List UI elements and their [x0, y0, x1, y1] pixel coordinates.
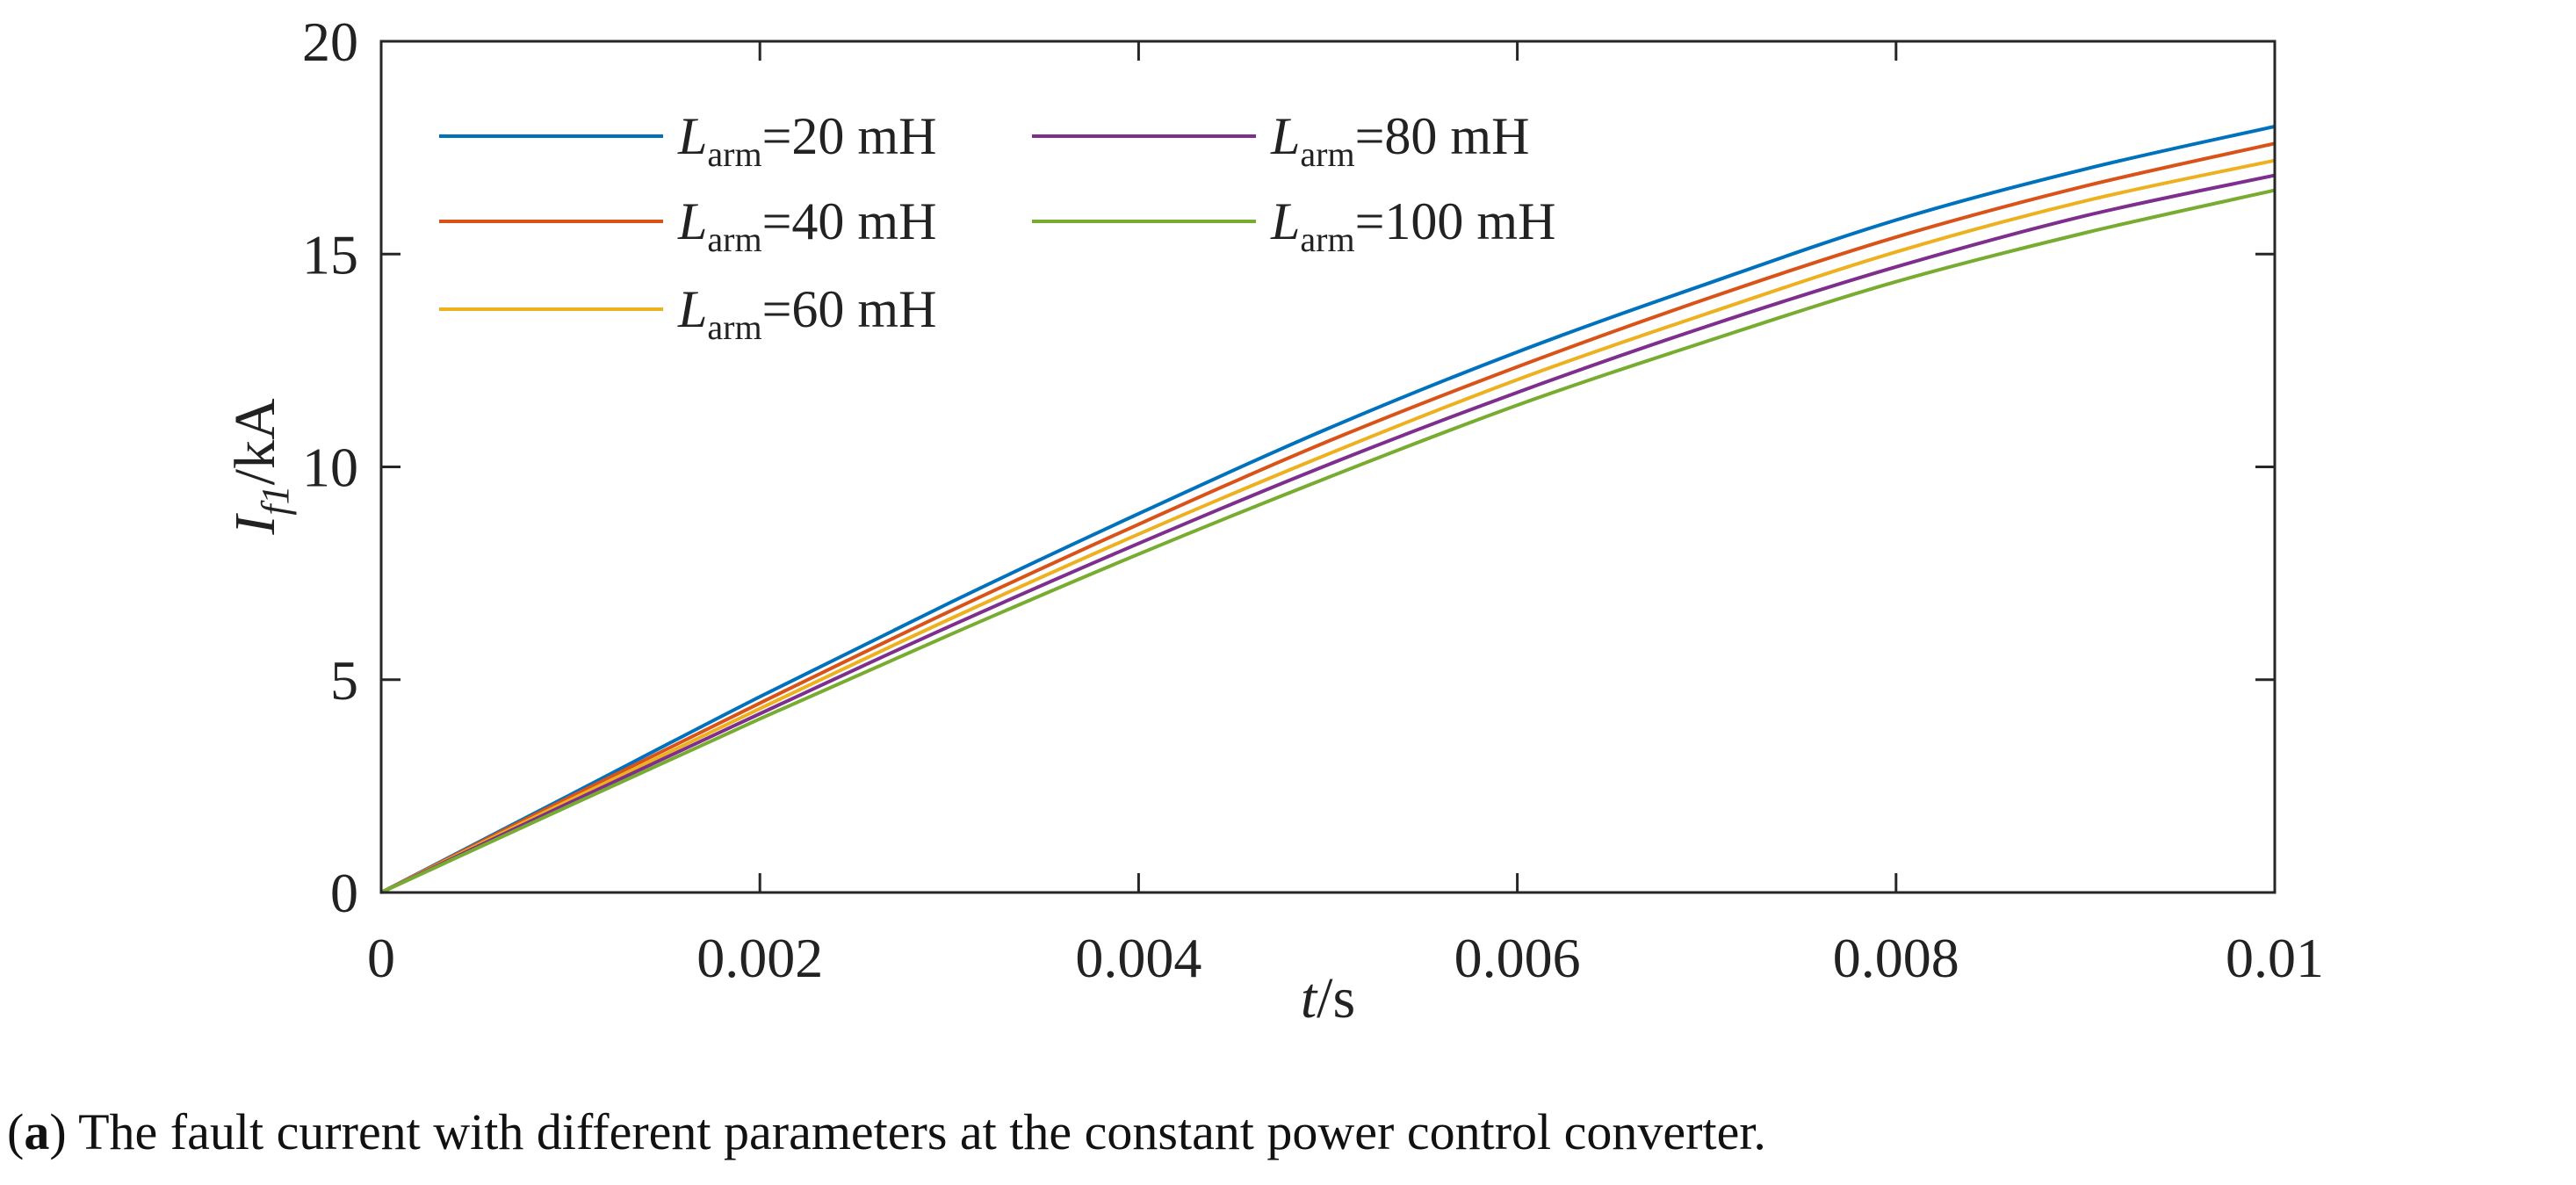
series-line-5: [380, 188, 2276, 894]
ticks-layer: 0 0.002 0.004 0.006 0.008 0.01 0 5 10 15 20: [302, 11, 2324, 989]
legend-label-2: Larm=40 mH: [677, 192, 936, 259]
legend-label-5: Larm=100 mH: [1270, 192, 1555, 259]
series-layer: [380, 124, 2276, 894]
y-tick-label: 10: [302, 437, 358, 499]
x-tick-label: 0.008: [1833, 927, 1959, 989]
chart: 0 0.002 0.004 0.006 0.008 0.01 0 5 10 15 20 t/s If…: [223, 11, 2324, 1030]
y-tick-label: 0: [330, 862, 358, 924]
legend-label-3: Larm=60 mH: [677, 280, 936, 347]
series-line-4: [380, 173, 2276, 894]
x-tick-label: 0.004: [1075, 927, 1201, 989]
series-line-2: [380, 141, 2276, 894]
x-axis-label: t/s: [1301, 966, 1355, 1030]
y-tick-label: 20: [302, 11, 358, 73]
y-tick-label: 5: [330, 649, 358, 712]
x-tick-label: 0.006: [1454, 927, 1581, 989]
legend: Larm=20 mH Larm=40 mH Larm=60 mH Larm=80 mH…: [439, 107, 1555, 347]
figure-caption: (a) The fault current with different par…: [7, 1103, 1766, 1160]
series-line-1: [380, 124, 2276, 894]
series-line-3: [380, 158, 2276, 894]
x-tick-label: 0.002: [696, 927, 823, 989]
legend-label-1: Larm=20 mH: [677, 107, 936, 174]
x-tick-label: 0: [367, 927, 395, 989]
x-tick-label: 0.01: [2226, 927, 2324, 989]
caption-text: The fault current with different paramet…: [78, 1103, 1766, 1160]
y-tick-label: 15: [302, 223, 358, 285]
legend-label-4: Larm=80 mH: [1270, 107, 1529, 174]
caption-label: a: [24, 1103, 50, 1160]
y-axis-label: If1/kA: [223, 398, 297, 536]
